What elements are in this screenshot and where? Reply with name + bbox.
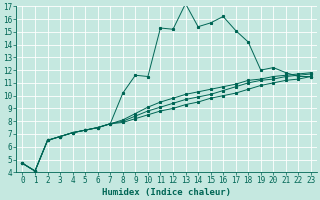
X-axis label: Humidex (Indice chaleur): Humidex (Indice chaleur) [102,188,231,197]
